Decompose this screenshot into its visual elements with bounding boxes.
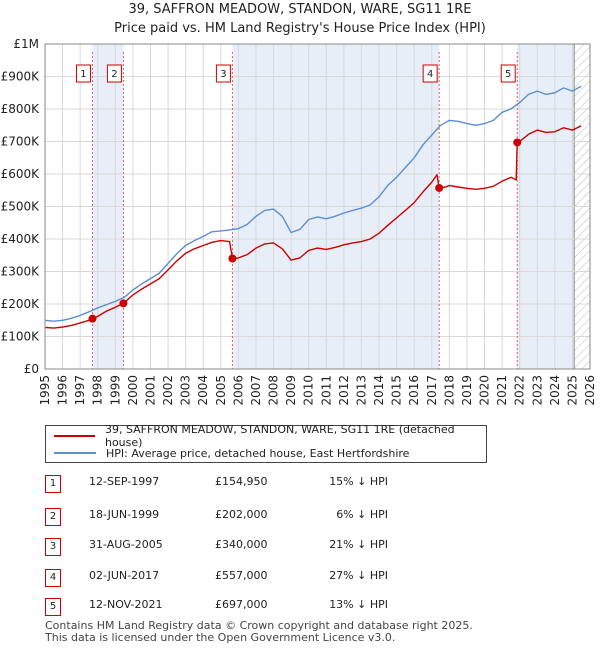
x-tick-label: 2021 — [495, 375, 509, 406]
x-tick-label: 1997 — [73, 375, 87, 406]
sale-row: 3 31-AUG-2005 £340,000 21% ↓ HPI — [45, 536, 445, 556]
x-tick-label: 2002 — [161, 375, 175, 406]
sale-marker-box — [106, 64, 122, 83]
x-tick-label: 1998 — [91, 375, 105, 406]
chart-title: 39, SAFFRON MEADOW, STANDON, WARE, SG11 … — [128, 2, 472, 17]
sale-number-badge: 5 — [45, 598, 61, 616]
legend-item-hpi: HPI: Average price, detached house, East… — [54, 445, 409, 461]
y-tick-label: £1M — [13, 37, 39, 51]
sale-number-badge: 3 — [45, 538, 61, 556]
sale-hpi-diff: 15% ↓ HPI — [329, 475, 388, 488]
sale-row: 2 18-JUN-1999 £202,000 6% ↓ HPI — [45, 506, 445, 526]
sale-marker-box — [75, 64, 91, 83]
y-tick-label: £900K — [1, 70, 41, 84]
sale-date: 18-JUN-1999 — [89, 508, 160, 521]
y-tick-label: £600K — [1, 167, 41, 181]
sale-price: £557,000 — [215, 569, 268, 582]
hpi-line — [44, 85, 582, 322]
chart: £0 £100K £200K £300K £400K £500K £600K £700K £80… — [1, 37, 597, 406]
x-tick-label: 2008 — [267, 375, 281, 406]
x-tick-label: 2007 — [249, 375, 263, 406]
x-tick-label: 1996 — [56, 375, 70, 406]
y-tick-label: £100K — [1, 330, 41, 344]
x-tick-label: 1995 — [38, 375, 52, 406]
sale-hpi-diff: 13% ↓ HPI — [329, 598, 388, 611]
sale-point — [119, 299, 128, 308]
x-tick-label: 2001 — [143, 375, 157, 406]
sale-row: 4 02-JUN-2017 £557,000 27% ↓ HPI — [45, 567, 445, 587]
sale-marker-box — [500, 64, 516, 83]
x-tick-label: 2019 — [460, 375, 474, 406]
sale-price: £202,000 — [215, 508, 268, 521]
property-line — [44, 125, 582, 329]
plot-frame — [44, 43, 591, 370]
sale-point — [228, 254, 237, 263]
y-tick-label: £400K — [1, 232, 41, 246]
footer-copyright: Contains HM Land Registry data © Crown c… — [45, 619, 473, 632]
sale-price: £697,000 — [215, 598, 268, 611]
footer-license: This data is licensed under the Open Gov… — [45, 631, 396, 644]
footer: Contains HM Land Registry data © Crown c… — [45, 620, 473, 644]
sale-date: 02-JUN-2017 — [89, 569, 160, 582]
x-tick-label: 2005 — [214, 375, 228, 406]
legend-item-property: 39, SAFFRON MEADOW, STANDON, WARE, SG11 … — [54, 423, 486, 449]
x-tick-label: 2010 — [302, 375, 316, 406]
x-tick-label: 2013 — [354, 375, 368, 406]
y-tick-label: £700K — [1, 135, 41, 149]
sale-marker-number: 2 — [111, 69, 117, 80]
x-tick-label: 2004 — [196, 375, 210, 406]
sale-number-badge: 2 — [45, 508, 61, 526]
x-tick-label: 2016 — [407, 375, 421, 406]
sale-hpi-diff: 27% ↓ HPI — [329, 569, 388, 582]
sale-marker-number: 5 — [505, 69, 511, 80]
sale-row: 1 12-SEP-1997 £154,950 15% ↓ HPI — [45, 473, 445, 493]
legend-label-hpi: HPI: Average price, detached house, East… — [106, 446, 410, 460]
x-tick-label: 2012 — [337, 375, 351, 406]
sale-hpi-diff: 6% ↓ HPI — [336, 508, 388, 521]
y-tick-label: £0 — [24, 362, 39, 376]
sale-number-badge: 4 — [45, 569, 61, 587]
x-tick-label: 2014 — [372, 375, 386, 406]
sale-marker-number: 4 — [427, 69, 433, 80]
x-tick-label: 2020 — [478, 375, 492, 406]
sale-hpi-diff: 21% ↓ HPI — [329, 538, 388, 551]
sale-point — [513, 138, 522, 147]
sale-date: 31-AUG-2005 — [89, 538, 163, 551]
x-tick-label: 2022 — [513, 375, 527, 406]
x-tick-label: 2018 — [442, 375, 456, 406]
x-tick-label: 2000 — [126, 375, 140, 406]
y-tick-label: £200K — [1, 297, 41, 311]
x-tick-label: 2006 — [231, 375, 245, 406]
y-tick-label: £300K — [1, 265, 41, 279]
sale-point — [435, 183, 444, 192]
y-tick-label: £500K — [1, 200, 41, 214]
chart-subtitle: Price paid vs. HM Land Registry's House … — [114, 21, 486, 36]
sale-marker-box — [422, 64, 438, 83]
x-tick-label: 2009 — [284, 375, 298, 406]
x-tick-label: 2026 — [583, 375, 597, 406]
x-tick-label: 2003 — [179, 375, 193, 406]
sale-price: £340,000 — [215, 538, 268, 551]
sale-marker-box — [215, 64, 231, 83]
x-tick-label: 2015 — [390, 375, 404, 406]
x-tick-label: 2011 — [319, 375, 333, 406]
legend-swatch-hpi — [54, 452, 96, 454]
x-tick-label: 2017 — [425, 375, 439, 406]
legend: 39, SAFFRON MEADOW, STANDON, WARE, SG11 … — [45, 423, 487, 463]
y-tick-label: £800K — [1, 102, 41, 116]
x-tick-label: 1999 — [108, 375, 122, 406]
legend-label-property: 39, SAFFRON MEADOW, STANDON, WARE, SG11 … — [104, 423, 455, 449]
legend-swatch-property — [54, 435, 95, 437]
sale-date: 12-NOV-2021 — [89, 598, 163, 611]
x-tick-label: 2024 — [548, 375, 562, 406]
sale-marker-number: 1 — [80, 69, 86, 80]
sale-date: 12-SEP-1997 — [89, 475, 160, 488]
x-tick-label: 2025 — [565, 375, 579, 406]
sale-row: 5 12-NOV-2021 £697,000 13% ↓ HPI — [45, 596, 445, 616]
sale-marker-number: 3 — [220, 69, 226, 80]
x-tick-label: 2023 — [530, 375, 544, 406]
sale-price: £154,950 — [215, 475, 268, 488]
sale-point — [88, 314, 97, 323]
sale-number-badge: 1 — [45, 475, 61, 493]
